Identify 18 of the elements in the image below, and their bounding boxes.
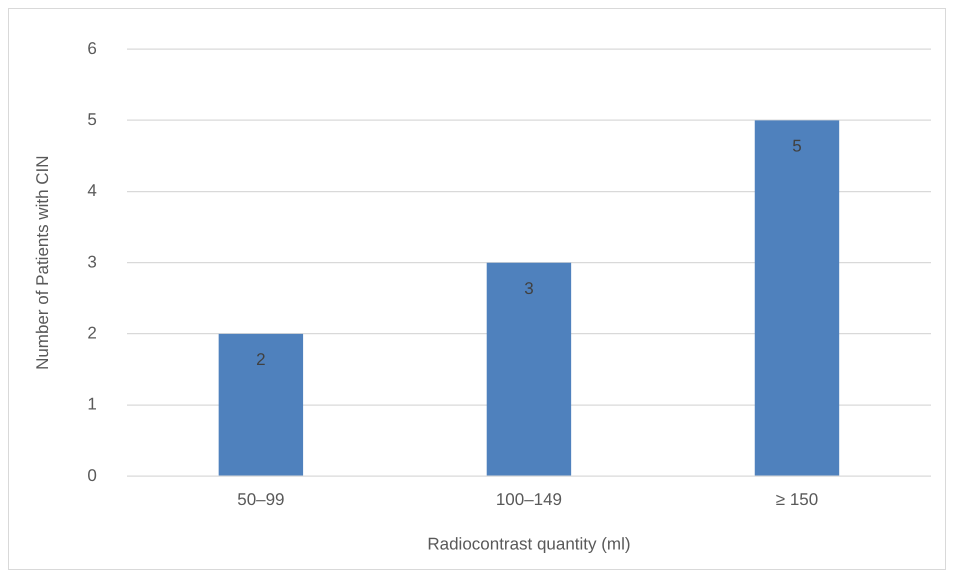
y-tick-label: 0	[87, 466, 97, 485]
x-axis-title: Radiocontrast quantity (ml)	[427, 534, 630, 554]
y-tick-label: 2	[87, 324, 97, 343]
y-tick-label: 5	[87, 110, 97, 130]
y-tick-label: 4	[87, 181, 97, 200]
bar	[218, 334, 304, 476]
y-tick-label: 6	[87, 38, 97, 58]
bar	[486, 262, 572, 476]
bar	[754, 120, 840, 476]
y-tick-label: 3	[87, 252, 97, 272]
x-tick-label: 50–99	[237, 490, 285, 510]
data-label: 2	[256, 350, 266, 370]
x-tick-label: 100–149	[496, 490, 562, 510]
y-axis-title: Number of Patients with CIN	[32, 155, 52, 370]
y-tick-label: 1	[87, 394, 97, 414]
x-tick-label: ≥ 150	[776, 490, 818, 510]
data-label: 5	[792, 136, 802, 156]
data-label: 3	[524, 278, 534, 298]
